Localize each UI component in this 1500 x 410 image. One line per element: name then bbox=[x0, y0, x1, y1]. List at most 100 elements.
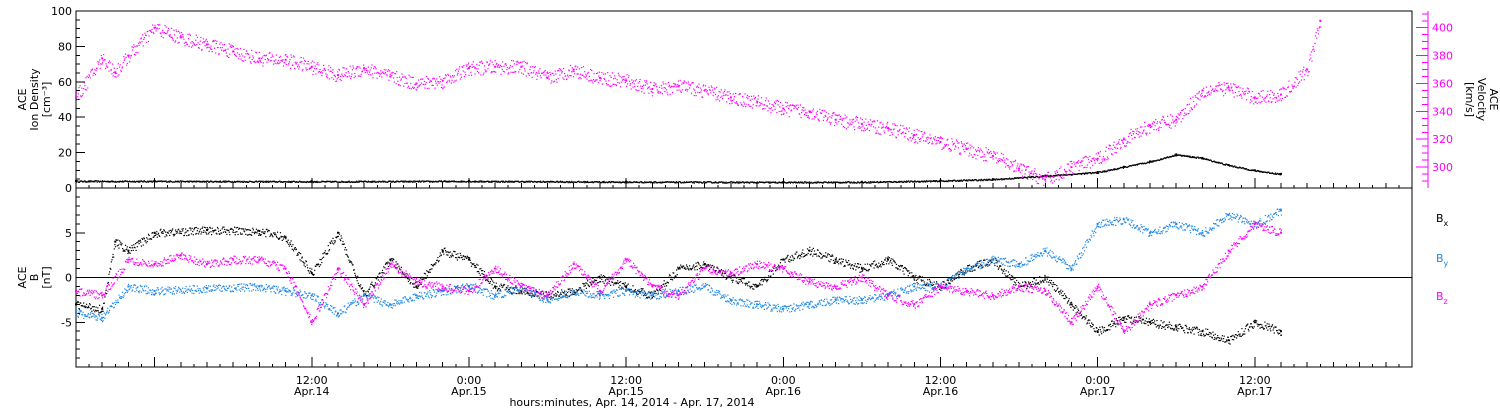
velocity-sample bbox=[1095, 158, 1097, 160]
ion-density-sample bbox=[1181, 154, 1183, 156]
b-component-bx-sample bbox=[348, 261, 351, 263]
velocity-sample bbox=[1064, 170, 1066, 172]
velocity-sample bbox=[475, 68, 477, 70]
velocity-sample bbox=[1104, 158, 1106, 160]
velocity-sample bbox=[687, 88, 689, 91]
velocity-sample bbox=[1212, 88, 1214, 90]
velocity-sample bbox=[164, 24, 166, 27]
velocity-sample bbox=[1078, 170, 1080, 172]
velocity-sample bbox=[680, 91, 682, 94]
b-component-bx-sample bbox=[306, 264, 308, 266]
velocity-sample bbox=[447, 73, 449, 75]
ion-density-sample bbox=[420, 181, 422, 183]
ion-density-sample bbox=[481, 180, 483, 182]
b-component-bx-sample bbox=[89, 303, 91, 305]
velocity-sample bbox=[456, 68, 458, 70]
velocity-sample bbox=[518, 62, 520, 64]
ion-density-sample bbox=[381, 181, 383, 183]
ion-density-sample bbox=[1066, 174, 1068, 176]
ion-density-sample bbox=[347, 181, 349, 183]
velocity-sample bbox=[717, 98, 719, 100]
velocity-sample bbox=[809, 111, 811, 113]
b-component-bx-sample bbox=[259, 234, 261, 236]
b-component-bx-sample bbox=[288, 245, 290, 247]
b-component-bx-sample bbox=[359, 286, 361, 288]
ion-density-sample bbox=[1217, 161, 1219, 163]
velocity-sample bbox=[365, 67, 367, 70]
ion-density-sample bbox=[1039, 176, 1041, 178]
ion-density-sample bbox=[290, 181, 292, 184]
velocity-sample bbox=[826, 120, 828, 122]
ion-density-sample bbox=[882, 181, 884, 183]
b-component-bx-point-28 bbox=[834, 258, 837, 261]
velocity-sample bbox=[1185, 114, 1187, 116]
velocity-sample bbox=[153, 27, 155, 29]
velocity-sample bbox=[1152, 123, 1154, 125]
velocity-sample bbox=[1149, 132, 1151, 134]
velocity-sample bbox=[221, 47, 223, 49]
velocity-sample bbox=[1264, 97, 1266, 99]
b-component-bx-point-5 bbox=[205, 229, 208, 232]
velocity-sample bbox=[975, 158, 977, 160]
velocity-sample bbox=[677, 83, 679, 86]
ion-density-sample bbox=[429, 181, 431, 183]
velocity-sample bbox=[1155, 129, 1157, 131]
ion-density-sample bbox=[844, 182, 846, 184]
velocity-sample bbox=[863, 121, 865, 123]
b-component-bx-sample bbox=[312, 273, 314, 275]
velocity-sample bbox=[170, 36, 172, 38]
ion-density-sample bbox=[828, 181, 830, 183]
velocity-sample bbox=[671, 85, 673, 87]
ion-density-sample bbox=[423, 181, 425, 183]
velocity-sample bbox=[923, 131, 925, 133]
ion-density-sample bbox=[390, 180, 392, 182]
ion-density-sample bbox=[101, 181, 103, 183]
velocity-sample bbox=[988, 153, 990, 155]
ion-density-sample bbox=[1048, 175, 1050, 177]
velocity-sample bbox=[353, 67, 355, 69]
ion-density-sample bbox=[778, 182, 780, 184]
velocity-sample bbox=[1305, 71, 1307, 73]
velocity-sample bbox=[977, 147, 979, 149]
ion-density-sample bbox=[525, 181, 527, 183]
velocity-sample bbox=[620, 86, 622, 88]
b-component-bx-sample bbox=[206, 227, 208, 229]
velocity-sample bbox=[1220, 88, 1222, 90]
ion-density-sample bbox=[867, 182, 869, 184]
velocity-sample bbox=[288, 61, 290, 63]
b-component-bx-sample bbox=[257, 229, 259, 231]
velocity-sample bbox=[746, 94, 748, 97]
velocity-sample bbox=[1260, 90, 1262, 92]
velocity-sample bbox=[1293, 85, 1295, 87]
b-component-bx-point-44 bbox=[1253, 321, 1256, 324]
ion-density-sample bbox=[838, 182, 840, 184]
ion-density-sample bbox=[762, 181, 764, 184]
velocity-sample bbox=[656, 86, 658, 88]
b-component-bx-sample bbox=[195, 226, 197, 229]
velocity-sample bbox=[1083, 167, 1085, 169]
velocity-sample bbox=[609, 75, 611, 77]
velocity-sample bbox=[88, 74, 90, 76]
velocity-sample bbox=[802, 106, 804, 109]
velocity-sample bbox=[899, 128, 901, 131]
velocity-sample bbox=[407, 87, 409, 89]
velocity-sample bbox=[989, 156, 991, 158]
b-component-bx-sample bbox=[331, 240, 333, 242]
velocity-sample bbox=[96, 67, 98, 69]
ion-density-sample bbox=[602, 181, 604, 183]
velocity-sample bbox=[758, 105, 760, 107]
ion-density-sample bbox=[778, 181, 780, 183]
velocity-sample bbox=[229, 46, 231, 48]
ion-density-sample bbox=[499, 181, 501, 183]
velocity-sample bbox=[163, 32, 165, 34]
ion-density-sample bbox=[970, 179, 972, 181]
velocity-sample bbox=[839, 118, 841, 121]
velocity-sample bbox=[208, 50, 210, 52]
velocity-sample bbox=[196, 44, 198, 46]
velocity-sample bbox=[1101, 162, 1103, 164]
ion-density-sample bbox=[315, 181, 318, 183]
velocity-sample bbox=[664, 87, 666, 89]
b-component-bx-sample bbox=[155, 233, 157, 235]
velocity-sample bbox=[948, 148, 951, 150]
velocity-sample bbox=[613, 83, 615, 86]
